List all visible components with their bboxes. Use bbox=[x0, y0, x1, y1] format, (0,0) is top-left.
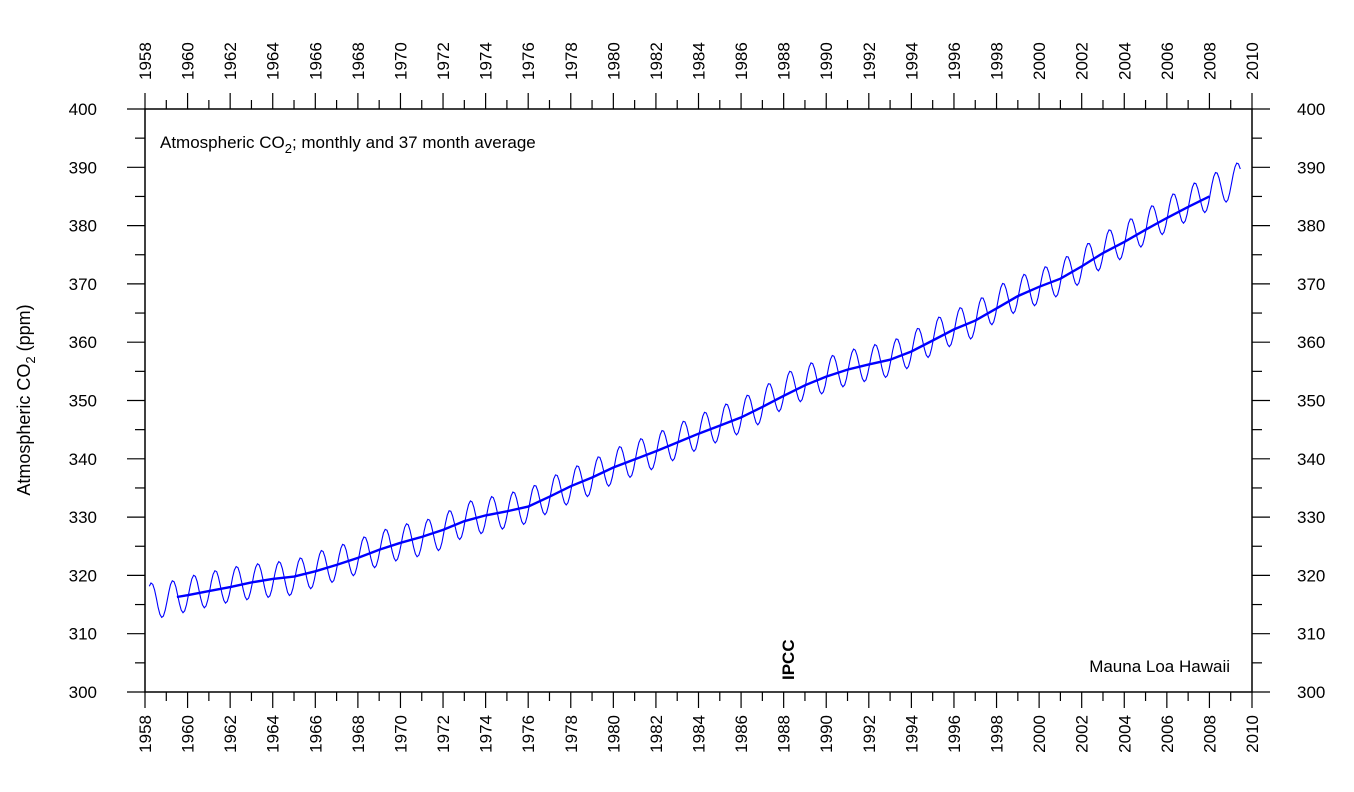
right-y-tick-label: 370 bbox=[1297, 275, 1325, 294]
bottom-x-tick-label: 1998 bbox=[988, 715, 1007, 753]
y-axis-title-subscript: 2 bbox=[23, 356, 38, 363]
top-x-tick-label: 1962 bbox=[221, 42, 240, 80]
top-x-tick-label: 1970 bbox=[391, 42, 410, 80]
right-y-tick-label: 310 bbox=[1297, 625, 1325, 644]
top-x-tick-label: 2010 bbox=[1243, 42, 1262, 80]
bottom-x-tick-label: 1994 bbox=[902, 715, 921, 753]
top-x-tick-label: 2004 bbox=[1115, 42, 1134, 80]
bottom-x-tick-label: 1964 bbox=[264, 715, 283, 753]
top-x-tick-label: 1966 bbox=[306, 42, 325, 80]
right-y-tick-label: 400 bbox=[1297, 100, 1325, 119]
top-x-tick-label: 2000 bbox=[1030, 42, 1049, 80]
top-x-tick-label: 1992 bbox=[860, 42, 879, 80]
top-x-tick-label: 1958 bbox=[136, 42, 155, 80]
top-x-tick-label: 1986 bbox=[732, 42, 751, 80]
monthly-co2-line bbox=[148, 162, 1241, 619]
bottom-x-tick-label: 2006 bbox=[1158, 715, 1177, 753]
y-axis-title: Atmospheric CO2 (ppm) bbox=[14, 304, 38, 495]
bottom-x-tick-label: 1990 bbox=[817, 715, 836, 753]
left-y-tick-label: 390 bbox=[69, 158, 97, 177]
bottom-x-tick-label: 1982 bbox=[647, 715, 666, 753]
bottom-x-tick-label: 1972 bbox=[434, 715, 453, 753]
bottom-x-tick-label: 1978 bbox=[562, 715, 581, 753]
top-x-tick-label: 1972 bbox=[434, 42, 453, 80]
top-x-tick-label: 1960 bbox=[179, 42, 198, 80]
top-x-tick-label: 1996 bbox=[945, 42, 964, 80]
left-y-tick-label: 330 bbox=[69, 508, 97, 527]
top-x-tick-label: 2002 bbox=[1073, 42, 1092, 80]
bottom-x-tick-label: 1986 bbox=[732, 715, 751, 753]
left-y-tick-label: 350 bbox=[69, 392, 97, 411]
bottom-x-axis: 1958 1960 1962 1964 1966 1968 1970 1972 1974 1976… bbox=[136, 692, 1262, 753]
bottom-x-tick-label: 1988 bbox=[775, 715, 794, 753]
bottom-x-tick-label: 2008 bbox=[1200, 715, 1219, 753]
right-y-tick-label: 340 bbox=[1297, 450, 1325, 469]
left-y-tick-label: 310 bbox=[69, 625, 97, 644]
top-x-tick-label: 1984 bbox=[690, 42, 709, 80]
left-y-axis: 300 310 320 330 340 350 360 370 380 390 400 bbox=[69, 100, 145, 702]
plot-frame bbox=[144, 108, 1253, 693]
left-y-tick-label: 370 bbox=[69, 275, 97, 294]
bottom-x-tick-label: 1976 bbox=[519, 715, 538, 753]
top-x-tick-label: 1980 bbox=[604, 42, 623, 80]
top-x-tick-label: 1964 bbox=[264, 42, 283, 80]
right-y-tick-label: 350 bbox=[1297, 392, 1325, 411]
top-x-tick-label: 1982 bbox=[647, 42, 666, 80]
bottom-x-tick-label: 1980 bbox=[604, 715, 623, 753]
bottom-x-tick-label: 1996 bbox=[945, 715, 964, 753]
top-x-axis: 1958 1960 1962 1964 1966 1968 1970 1972 1974 1976… bbox=[136, 42, 1262, 109]
station-label: Mauna Loa Hawaii bbox=[1089, 657, 1230, 676]
bottom-x-tick-label: 2010 bbox=[1243, 715, 1262, 753]
bottom-x-tick-label: 2004 bbox=[1115, 715, 1134, 753]
right-y-axis: 300 310 320 330 340 350 360 370 380 390 400 bbox=[1252, 100, 1325, 702]
top-x-tick-label: 1968 bbox=[349, 42, 368, 80]
bottom-x-tick-label: 1960 bbox=[179, 715, 198, 753]
top-x-tick-label: 2008 bbox=[1200, 42, 1219, 80]
chart-title-subscript: 2 bbox=[285, 141, 292, 156]
chart-title: Atmospheric CO2; monthly and 37 month av… bbox=[160, 133, 536, 156]
bottom-x-tick-label: 1966 bbox=[306, 715, 325, 753]
left-y-tick-label: 360 bbox=[69, 333, 97, 352]
top-x-tick-label: 1990 bbox=[817, 42, 836, 80]
left-y-tick-label: 320 bbox=[69, 566, 97, 585]
bottom-x-tick-label: 1974 bbox=[477, 715, 496, 753]
bottom-x-tick-label: 1984 bbox=[690, 715, 709, 753]
top-x-tick-label: 1974 bbox=[477, 42, 496, 80]
right-y-tick-label: 380 bbox=[1297, 217, 1325, 236]
top-x-tick-label: 1976 bbox=[519, 42, 538, 80]
top-x-tick-label: 1998 bbox=[988, 42, 1007, 80]
bottom-x-tick-label: 1992 bbox=[860, 715, 879, 753]
right-y-tick-label: 390 bbox=[1297, 158, 1325, 177]
top-x-tick-label: 1994 bbox=[902, 42, 921, 80]
top-x-tick-label: 1978 bbox=[562, 42, 581, 80]
ipcc-label: IPCC bbox=[779, 639, 798, 680]
bottom-x-tick-label: 2002 bbox=[1073, 715, 1092, 753]
top-x-tick-label: 1988 bbox=[775, 42, 794, 80]
bottom-x-tick-label: 1958 bbox=[136, 715, 155, 753]
right-y-tick-label: 300 bbox=[1297, 683, 1325, 702]
right-y-tick-label: 330 bbox=[1297, 508, 1325, 527]
bottom-x-tick-label: 1970 bbox=[391, 715, 410, 753]
y-axis-title-main: Atmospheric CO bbox=[14, 364, 34, 496]
bottom-x-tick-label: 1968 bbox=[349, 715, 368, 753]
left-y-tick-label: 340 bbox=[69, 450, 97, 469]
y-axis-title-unit: (ppm) bbox=[14, 304, 34, 356]
right-y-tick-label: 360 bbox=[1297, 333, 1325, 352]
chart-title-tail: ; monthly and 37 month average bbox=[292, 133, 536, 152]
bottom-x-tick-label: 1962 bbox=[221, 715, 240, 753]
right-y-tick-label: 320 bbox=[1297, 566, 1325, 585]
bottom-x-tick-label: 2000 bbox=[1030, 715, 1049, 753]
left-y-tick-label: 300 bbox=[69, 683, 97, 702]
chart-title-main: Atmospheric CO bbox=[160, 133, 285, 152]
left-y-tick-label: 380 bbox=[69, 217, 97, 236]
top-x-tick-label: 2006 bbox=[1158, 42, 1177, 80]
average-co2-line bbox=[176, 195, 1210, 599]
left-y-tick-label: 400 bbox=[69, 100, 97, 119]
